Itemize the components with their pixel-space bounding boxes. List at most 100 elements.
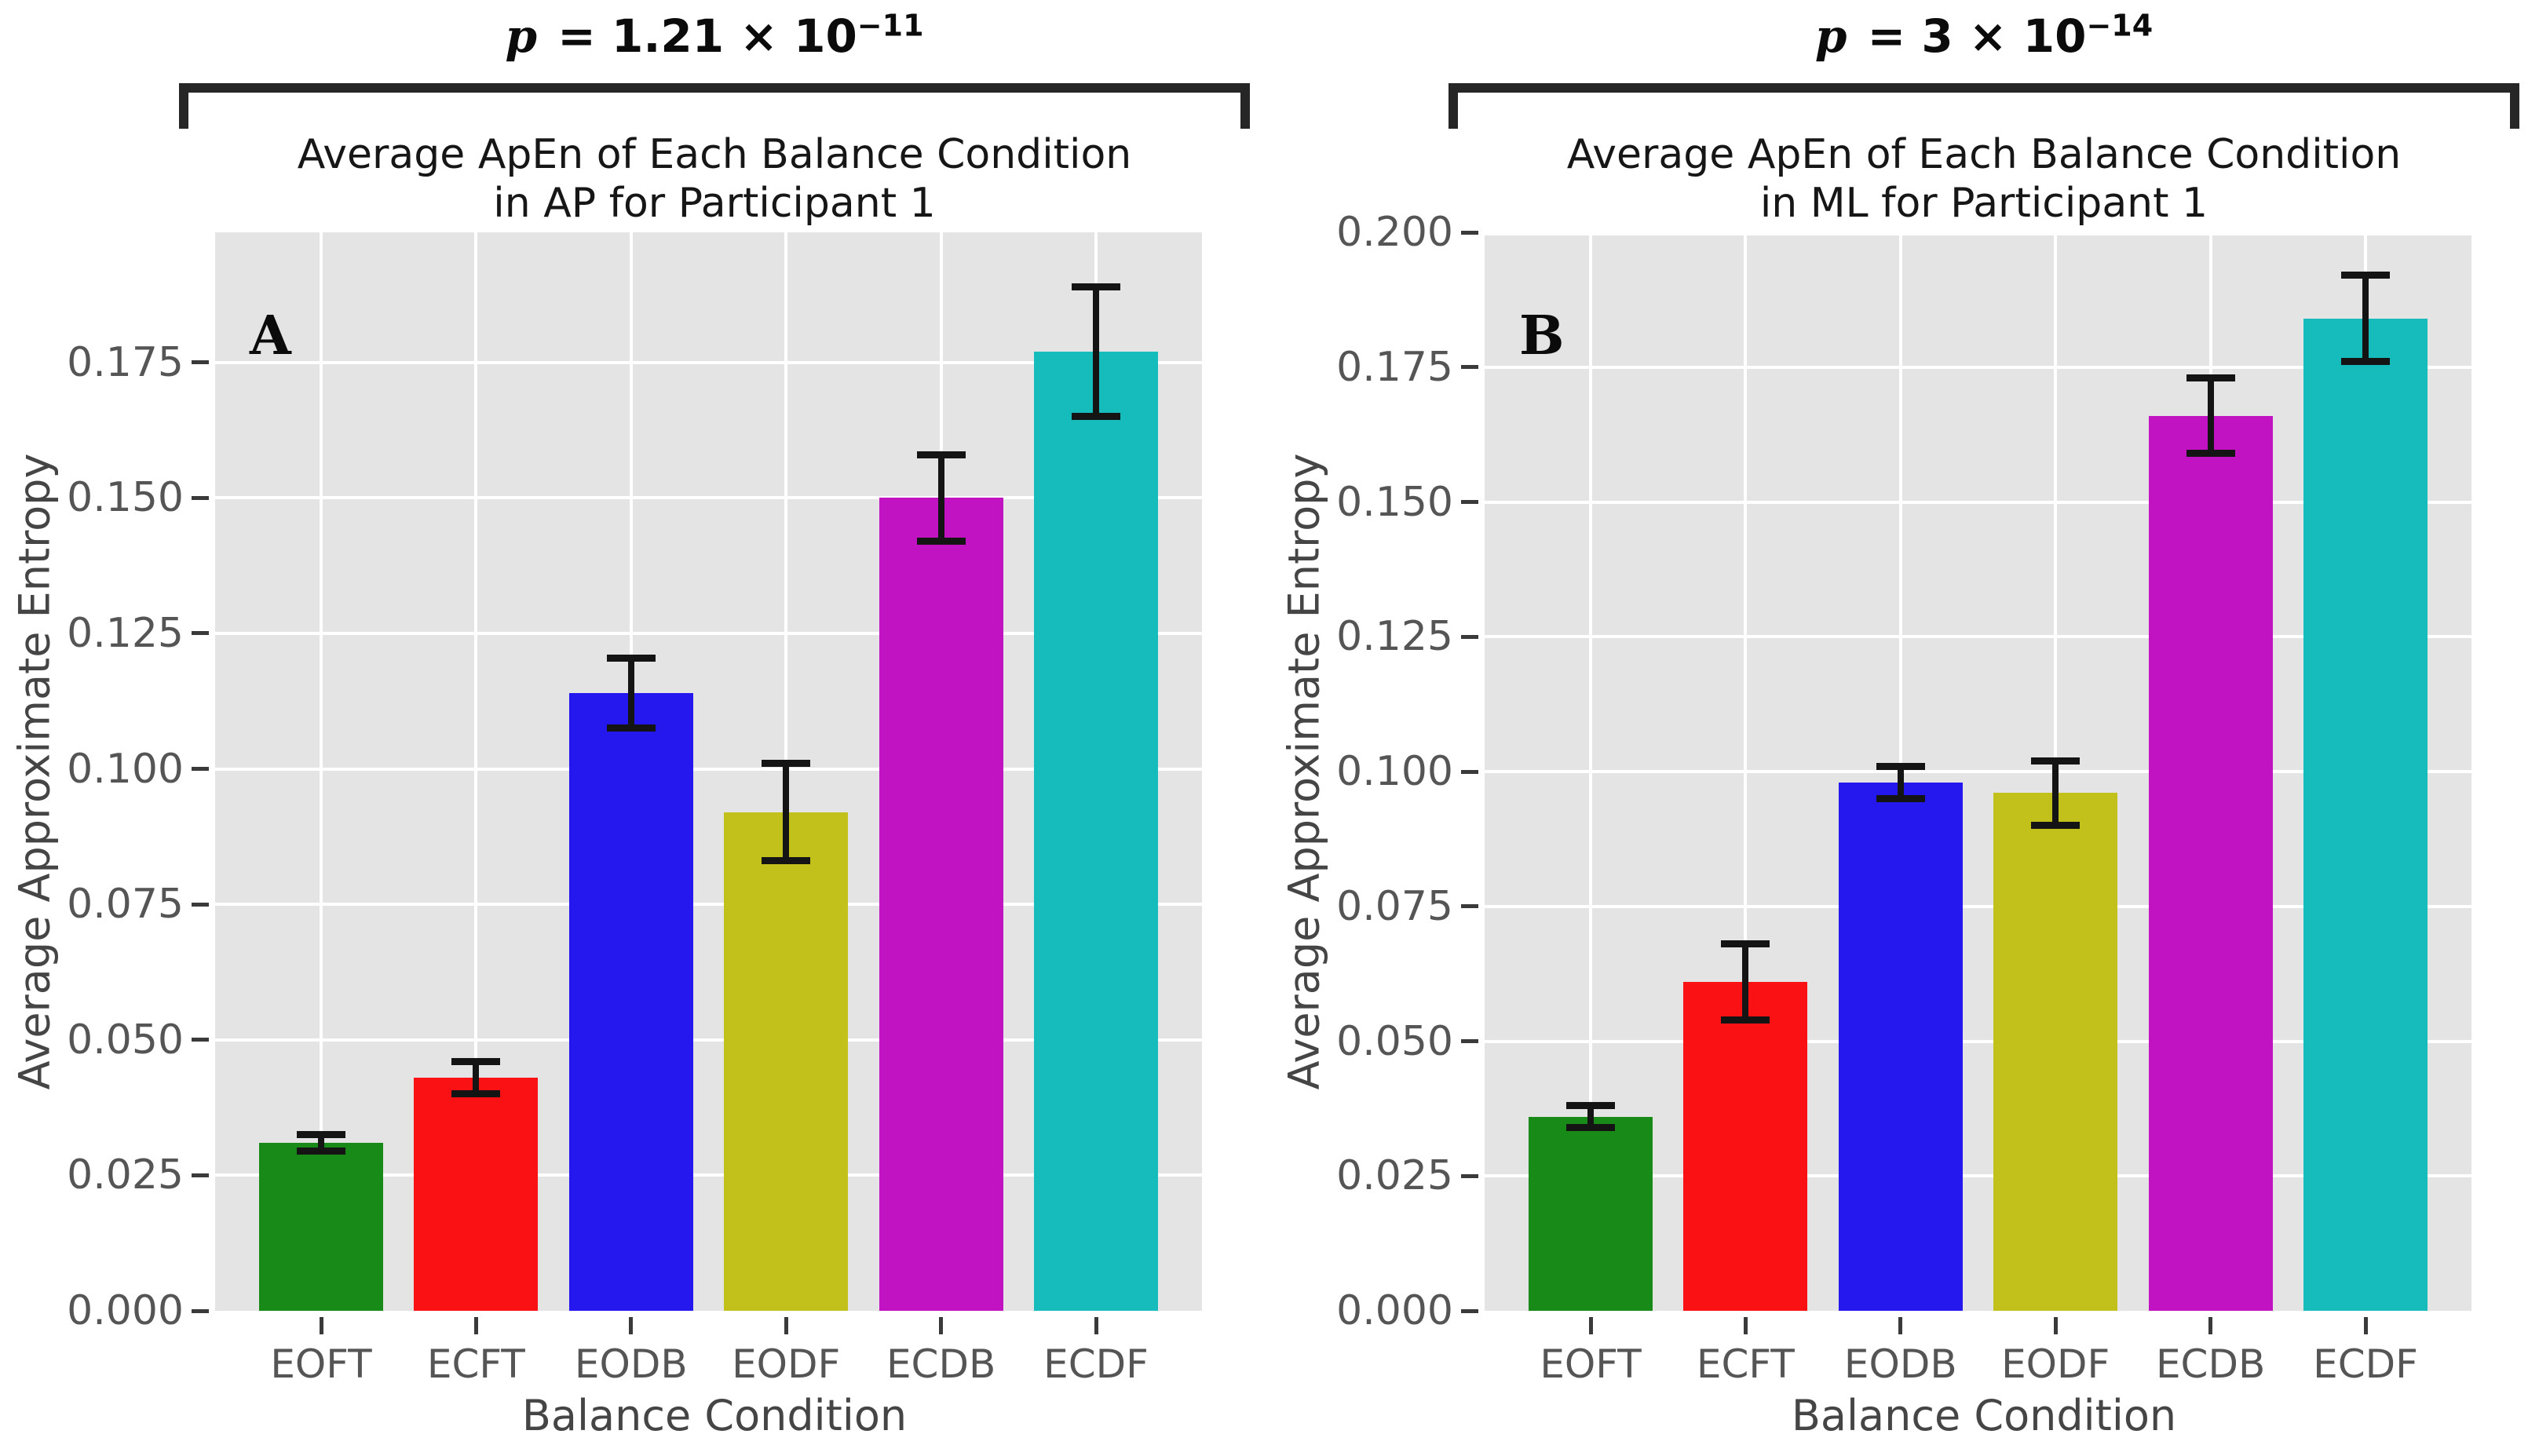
v-gridline — [320, 232, 323, 1311]
chart-title-line1: Average ApEn of Each Balance Condition — [297, 131, 1132, 178]
v-gridline — [474, 232, 478, 1311]
y-tick-mark — [1461, 230, 1478, 235]
p-value-annotation-b: p = 3 × 10−14 — [1449, 6, 2519, 66]
bar-ECDB — [2148, 415, 2273, 1311]
error-cap-top-EOFT — [297, 1131, 345, 1139]
h-gridline — [1485, 500, 2471, 504]
h-gridline — [215, 1038, 1202, 1042]
y-tick-mark — [1461, 1173, 1478, 1178]
panel-letter-b: B — [1519, 305, 1565, 367]
p-value-text: = 3 × 10 — [1851, 9, 2087, 63]
chart-title-b: Average ApEn of Each Balance Condition i… — [1370, 130, 2539, 228]
y-tick-mark — [192, 1038, 209, 1042]
error-cap-top-ECDF — [2341, 272, 2390, 279]
bar-ECFT — [1683, 981, 1808, 1311]
x-tick-label-ECDB: ECDB — [886, 1341, 996, 1387]
x-tick-label-EODF: EODF — [732, 1341, 841, 1387]
y-tick-label: 0.000 — [1336, 1287, 1453, 1334]
plot-area-b: 0.000 0.025 0.050 0.075 0.100 0.125 0.150 0.175… — [1336, 209, 2471, 1386]
chart-title-line2: in AP for Participant 1 — [493, 180, 936, 227]
error-bar-EODB — [1897, 766, 1904, 799]
x-tick-mark — [1094, 1317, 1098, 1334]
x-tick-mark — [1743, 1317, 1748, 1334]
error-cap-top-EOFT — [1566, 1102, 1615, 1110]
y-tick-label: 0.000 — [67, 1287, 184, 1334]
bar-EODF — [1993, 793, 2118, 1311]
error-cap-bottom-ECDB — [2186, 450, 2235, 458]
y-tick-mark — [1461, 365, 1478, 370]
error-cap-bottom-EODF — [762, 857, 811, 865]
y-tick-label: 0.175 — [1336, 343, 1453, 391]
y-tick-mark — [1461, 904, 1478, 909]
p-symbol: p — [505, 9, 538, 63]
error-cap-bottom-EOFT — [1566, 1123, 1615, 1131]
error-bar-EODF — [2052, 761, 2059, 826]
x-tick-label-EODB: EODB — [1843, 1341, 1957, 1387]
h-gridline — [215, 903, 1202, 907]
y-tick-label: 0.125 — [67, 609, 184, 657]
error-bar-EODF — [783, 763, 790, 861]
x-tick-label-EOFT: EOFT — [1540, 1341, 1642, 1387]
panel-b: p = 3 × 10−14 Average ApEn of Each Balan… — [1270, 0, 2539, 1456]
h-gridline — [215, 496, 1202, 500]
y-tick-mark — [192, 902, 209, 907]
h-gridline — [1485, 1174, 2471, 1178]
error-cap-top-ECFT — [451, 1057, 501, 1065]
x-axis-label: Balance Condition — [1791, 1391, 2177, 1440]
bar-EOFT — [259, 1142, 383, 1311]
y-tick-label: 0.075 — [1336, 882, 1453, 930]
y-tick-label: 0.200 — [1336, 209, 1453, 256]
y-tick-mark — [1461, 1039, 1478, 1043]
error-cap-top-EODF — [762, 760, 811, 768]
chart-title-line2: in ML for Participant 1 — [1759, 180, 2208, 227]
plot-area-a: 0.000 0.025 0.050 0.075 0.100 0.125 0.150 0.175… — [67, 232, 1202, 1386]
x-tick-mark — [629, 1317, 634, 1334]
error-cap-bottom-ECDF — [2341, 358, 2390, 366]
error-bar-ECDB — [937, 454, 944, 542]
bar-EODB — [568, 692, 693, 1311]
y-tick-mark — [1461, 634, 1478, 639]
x-tick-mark — [2053, 1317, 2058, 1334]
y-tick-mark — [192, 495, 209, 500]
bar-ECDF — [2303, 318, 2428, 1311]
x-tick-label-EOFT: EOFT — [270, 1341, 372, 1387]
y-tick-label: 0.100 — [67, 745, 184, 793]
error-cap-top-ECDF — [1072, 283, 1120, 290]
significance-bracket-a — [179, 83, 1250, 129]
y-tick-label: 0.050 — [1336, 1017, 1453, 1065]
y-tick-mark — [1461, 769, 1478, 774]
chart-title-line1: Average ApEn of Each Balance Condition — [1566, 131, 2402, 178]
h-gridline — [215, 360, 1202, 364]
y-tick-mark — [192, 631, 209, 636]
y-tick-label: 0.150 — [67, 474, 184, 522]
y-tick-label: 0.050 — [67, 1016, 184, 1064]
h-gridline — [1485, 1039, 2471, 1043]
error-bar-EOFT — [1587, 1105, 1594, 1128]
error-cap-bottom-EODB — [606, 724, 656, 732]
x-tick-mark — [1588, 1317, 1593, 1334]
y-tick-mark — [1461, 500, 1478, 504]
x-tick-mark — [1898, 1317, 1903, 1334]
panel-a: p = 1.21 × 10−11 Average ApEn of Each Ba… — [10, 6, 1250, 1440]
error-cap-top-ECFT — [1721, 940, 1770, 948]
y-tick-mark — [192, 360, 209, 365]
x-tick-label-ECDF: ECDF — [1043, 1341, 1149, 1387]
y-tick-label: 0.150 — [1336, 478, 1453, 526]
h-gridline — [1485, 770, 2471, 773]
x-tick-label-ECFT: ECFT — [426, 1341, 525, 1387]
h-gridline — [215, 767, 1202, 771]
x-tick-mark — [939, 1317, 944, 1334]
x-tick-mark — [2363, 1317, 2368, 1334]
error-cap-bottom-EODF — [2031, 822, 2081, 830]
bar-ECFT — [414, 1078, 539, 1311]
h-gridline — [215, 631, 1202, 635]
error-bar-EODB — [627, 658, 634, 728]
y-tick-mark — [1461, 1308, 1478, 1313]
error-cap-bottom-EOFT — [297, 1147, 345, 1155]
p-value-annotation-a: p = 1.21 × 10−11 — [179, 6, 1250, 66]
p-exponent: −11 — [857, 8, 924, 43]
error-cap-bottom-ECDB — [916, 538, 966, 546]
p-value-text: = 1.21 × 10 — [542, 9, 857, 63]
y-tick-mark — [192, 1173, 209, 1177]
